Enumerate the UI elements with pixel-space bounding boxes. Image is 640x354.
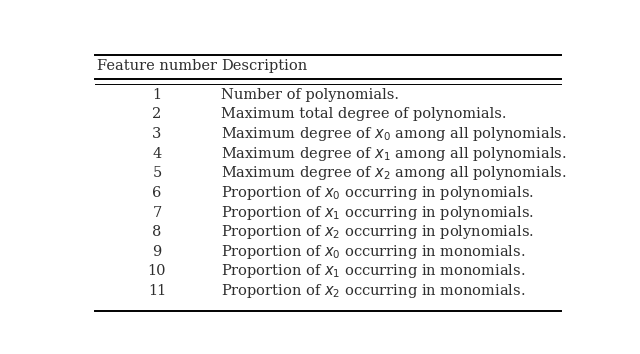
Text: Maximum degree of $x_1$ among all polynomials.: Maximum degree of $x_1$ among all polyno…	[221, 145, 567, 163]
Text: Maximum degree of $x_0$ among all polynomials.: Maximum degree of $x_0$ among all polyno…	[221, 125, 567, 143]
Text: 3: 3	[152, 127, 161, 141]
Text: 2: 2	[152, 108, 161, 121]
Text: Proportion of $x_1$ occurring in monomials.: Proportion of $x_1$ occurring in monomia…	[221, 262, 525, 280]
Text: Proportion of $x_1$ occurring in polynomials.: Proportion of $x_1$ occurring in polynom…	[221, 204, 534, 222]
Text: 9: 9	[152, 245, 161, 259]
Text: 4: 4	[152, 147, 161, 161]
Text: 11: 11	[148, 284, 166, 298]
Text: Description: Description	[221, 59, 308, 73]
Text: Maximum degree of $x_2$ among all polynomials.: Maximum degree of $x_2$ among all polyno…	[221, 164, 567, 182]
Text: Proportion of $x_2$ occurring in monomials.: Proportion of $x_2$ occurring in monomia…	[221, 282, 525, 300]
Text: 1: 1	[152, 88, 161, 102]
Text: 8: 8	[152, 225, 161, 239]
Text: Proportion of $x_0$ occurring in polynomials.: Proportion of $x_0$ occurring in polynom…	[221, 184, 534, 202]
Text: 10: 10	[148, 264, 166, 279]
Text: Proportion of $x_0$ occurring in monomials.: Proportion of $x_0$ occurring in monomia…	[221, 243, 525, 261]
Text: Proportion of $x_2$ occurring in polynomials.: Proportion of $x_2$ occurring in polynom…	[221, 223, 534, 241]
Text: Number of polynomials.: Number of polynomials.	[221, 88, 399, 102]
Text: Maximum total degree of polynomials.: Maximum total degree of polynomials.	[221, 108, 507, 121]
Text: Feature number: Feature number	[97, 59, 217, 73]
Text: 7: 7	[152, 206, 161, 219]
Text: 5: 5	[152, 166, 161, 180]
Text: 6: 6	[152, 186, 161, 200]
